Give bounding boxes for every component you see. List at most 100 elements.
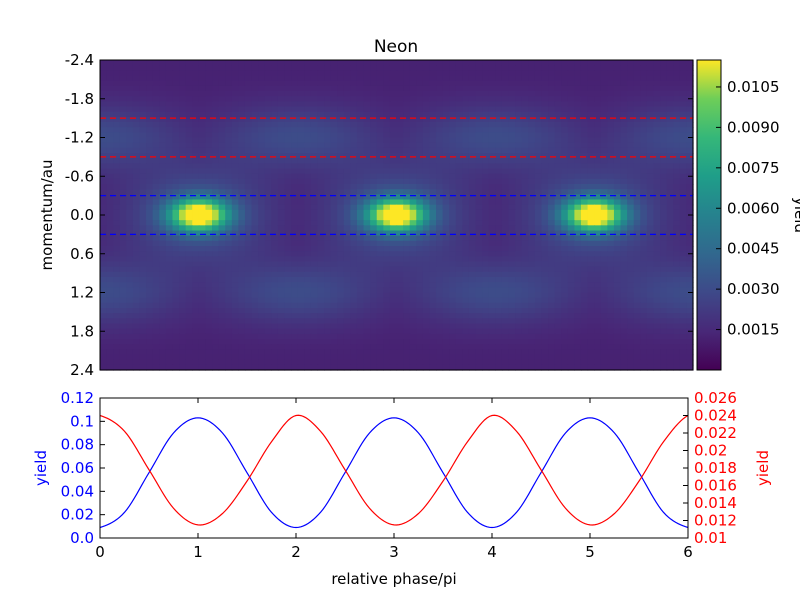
- heatmap-cell: [271, 323, 279, 330]
- heatmap-cell: [350, 308, 358, 314]
- heatmap-cell: [264, 339, 272, 345]
- heatmap-cell: [416, 147, 424, 154]
- heatmap-cell: [455, 178, 463, 185]
- heatmap-cell: [192, 220, 200, 226]
- heatmap-cell: [330, 122, 338, 128]
- heatmap-cell: [277, 220, 286, 226]
- heatmap-cell: [291, 91, 299, 97]
- heatmap-cell: [271, 199, 279, 206]
- heatmap-cell: [119, 85, 127, 92]
- heatmap-cell: [126, 91, 134, 97]
- heatmap-cell: [212, 277, 220, 283]
- heatmap-cell: [587, 70, 595, 77]
- heatmap-cell: [567, 106, 575, 113]
- heatmap-cell: [409, 60, 417, 66]
- heatmap-cell: [231, 328, 239, 335]
- heatmap-cell: [666, 209, 674, 216]
- heatmap-cell: [587, 287, 595, 294]
- heatmap-cell: [271, 106, 279, 113]
- heatmap-cell: [580, 101, 589, 108]
- heatmap-cell: [271, 302, 279, 309]
- heatmap-cell: [146, 127, 154, 133]
- heatmap-cell: [403, 302, 411, 309]
- heatmap-cell: [244, 204, 253, 211]
- heatmap-cell: [192, 277, 200, 283]
- heatmap-cell: [436, 308, 444, 314]
- heatmap-cell: [488, 60, 496, 66]
- heatmap-cell: [225, 225, 233, 232]
- heatmap-cell: [534, 101, 543, 108]
- heatmap-cell: [587, 220, 595, 226]
- heatmap-cell: [324, 246, 332, 252]
- heatmap-cell: [442, 184, 450, 190]
- heatmap-cell: [172, 266, 180, 273]
- heatmap-cell: [324, 122, 332, 128]
- heatmap-cell: [310, 65, 319, 71]
- heatmap-cell: [646, 178, 655, 185]
- heatmap-cell: [304, 292, 312, 299]
- heatmap-cell: [297, 271, 305, 278]
- heatmap-cell: [442, 235, 450, 242]
- heatmap-cell: [528, 282, 536, 288]
- heatmap-cell: [627, 116, 635, 123]
- heatmap-cell: [600, 158, 608, 164]
- heatmap-cell: [119, 132, 127, 139]
- heatmap-cell: [113, 147, 121, 154]
- heatmap-cell: [324, 225, 332, 232]
- heatmap-cell: [179, 178, 187, 185]
- heatmap-cell: [554, 153, 562, 159]
- heatmap-cell: [172, 91, 180, 97]
- heatmap-cell: [574, 153, 582, 159]
- heatmap-cell: [482, 256, 490, 263]
- heatmap-cell: [310, 220, 319, 226]
- heatmap-cell: [409, 70, 417, 77]
- heatmap-cell: [370, 106, 378, 113]
- heatmap-cell: [640, 85, 648, 92]
- heatmap-cell: [271, 70, 279, 77]
- heatmap-cell: [495, 209, 503, 216]
- heatmap-cell: [528, 302, 536, 309]
- heatmap-cell: [152, 235, 160, 242]
- heatmap-cell: [317, 85, 325, 92]
- heatmap-cell: [304, 178, 312, 185]
- heatmap-cell: [653, 184, 661, 190]
- heatmap-cell: [640, 302, 648, 309]
- heatmap-cell: [258, 220, 266, 226]
- heatmap-cell: [620, 137, 628, 144]
- heatmap-cell: [146, 225, 154, 232]
- heatmap-cell: [337, 235, 345, 242]
- heatmap-cell: [640, 147, 648, 154]
- heatmap-cell: [185, 153, 193, 159]
- heatmap-cell: [462, 65, 470, 71]
- heatmap-cell: [449, 292, 457, 299]
- heatmap-cell: [653, 287, 661, 294]
- heatmap-cell: [515, 70, 523, 77]
- heatmap-cell: [653, 65, 661, 71]
- heatmap-cell: [383, 199, 391, 206]
- heatmap-cell: [541, 230, 549, 237]
- heatmap-cell: [238, 287, 246, 294]
- heatmap-cell: [165, 209, 174, 216]
- heatmap-cell: [627, 142, 635, 149]
- heatmap-cell: [468, 240, 477, 247]
- heatmap-cell: [106, 101, 114, 108]
- heatmap-cell: [422, 194, 431, 201]
- heatmap-cell: [277, 199, 286, 206]
- heatmap-cell: [429, 318, 437, 325]
- heatmap-cell: [146, 266, 154, 273]
- heatmap-cell: [284, 199, 292, 206]
- heatmap-cell: [225, 101, 233, 108]
- heatmap-cell: [534, 153, 543, 159]
- heatmap-cell: [508, 111, 516, 118]
- heatmap-cell: [666, 101, 674, 108]
- heatmap-cell: [600, 147, 608, 154]
- heatmap-cell: [436, 225, 444, 232]
- heatmap-cell: [297, 266, 305, 273]
- heatmap-cell: [152, 215, 160, 221]
- heatmap-cell: [666, 137, 674, 144]
- heatmap-cell: [548, 204, 556, 211]
- heatmap-cell: [679, 184, 688, 190]
- heatmap-cell: [389, 323, 398, 330]
- heatmap-cell: [501, 256, 510, 263]
- heatmap-cell: [343, 75, 351, 82]
